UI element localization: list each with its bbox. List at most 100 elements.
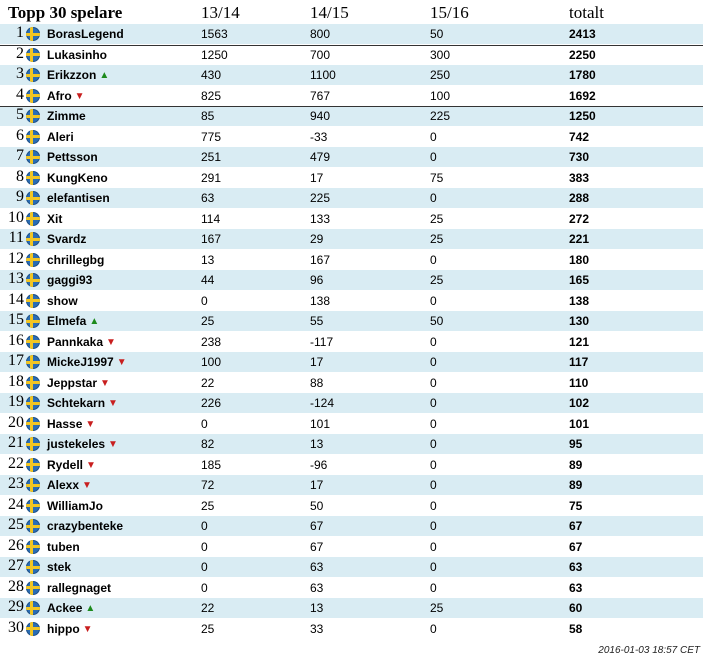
sweden-flag-icon (26, 539, 40, 554)
sweden-flag-icon (26, 129, 40, 144)
player-name-cell: justekeles ▼ (47, 437, 118, 452)
score-total: 272 (569, 211, 590, 226)
trend-down-icon: ▼ (116, 357, 127, 368)
player-name-cell: crazybenteke (47, 519, 123, 534)
player-name-cell: Elmefa ▲ (47, 314, 99, 329)
player-name-cell: Pettsson (47, 150, 98, 165)
score-1415: -33 (310, 129, 328, 144)
player-name: Erikzzon (47, 68, 97, 82)
score-1314: 291 (201, 170, 222, 185)
sweden-flag-icon (26, 314, 40, 328)
score-1415: 96 (310, 273, 324, 287)
score-total: 63 (569, 560, 583, 574)
score-1516: 225 (430, 109, 451, 123)
player-name-cell: Zimme (47, 109, 86, 124)
timestamp: 2016-01-03 18:57 CET (598, 645, 700, 656)
rank-number: 11 (8, 229, 24, 246)
rank-number: 23 (8, 475, 24, 492)
score-1516: 0 (430, 355, 437, 369)
score-1314: 82 (201, 437, 215, 451)
score-1516: 75 (430, 170, 444, 185)
sweden-flag-icon (26, 150, 40, 164)
score-total: 101 (569, 416, 590, 431)
score-1516: 0 (430, 334, 437, 349)
player-name-cell: rallegnaget (47, 581, 111, 596)
table-row: 11 Svardz 167 29 25 221 (0, 229, 703, 249)
sweden-flag-icon (26, 27, 40, 41)
player-name: Pettsson (47, 150, 98, 164)
sweden-flag-icon (26, 580, 40, 595)
player-name: rallegnaget (47, 580, 112, 595)
score-total: 58 (569, 621, 583, 636)
player-name-cell: Svardz (47, 232, 86, 247)
score-1415: 67 (310, 519, 324, 533)
table-row: 25 crazybenteke 0 67 0 67 (0, 516, 703, 536)
table-row: 26 tuben 0 67 0 67 (0, 537, 703, 557)
score-1314: 25 (201, 621, 215, 636)
rank-number: 21 (8, 434, 24, 451)
score-1516: 300 (430, 47, 451, 62)
table-row: 12 chrillegbg 13 167 0 180 (0, 250, 703, 270)
player-name: chrillegbg (47, 252, 105, 267)
sweden-flag-icon (26, 375, 40, 390)
sweden-flag-icon (26, 601, 40, 615)
score-1415: 700 (310, 47, 331, 62)
score-1314: 25 (201, 498, 215, 513)
score-1516: 0 (430, 539, 437, 554)
column-header-1415: 14/15 (310, 3, 349, 22)
player-name-cell: Alexx ▼ (47, 478, 92, 493)
score-1314: 0 (201, 560, 208, 574)
trend-up-icon: ▲ (85, 603, 96, 614)
sweden-flag-icon (26, 68, 40, 82)
rank-number: 19 (8, 393, 24, 410)
score-1415: 133 (310, 211, 331, 226)
table-row: 29 Ackee ▲ 22 13 25 60 (0, 598, 703, 618)
score-1415: 101 (310, 416, 331, 431)
score-1516: 0 (430, 396, 437, 410)
score-1415: 17 (310, 170, 324, 185)
sweden-flag-icon (26, 232, 40, 246)
score-1516: 0 (430, 129, 437, 144)
score-1516: 0 (430, 191, 437, 205)
table-row: 13 gaggi93 44 96 25 165 (0, 270, 703, 290)
player-name: Ackee (47, 601, 83, 615)
rank-number: 10 (8, 208, 24, 226)
score-1415: 13 (310, 601, 324, 615)
score-1314: 25 (201, 314, 215, 328)
score-total: 2250 (569, 47, 596, 62)
score-1314: 0 (201, 539, 208, 554)
rank-number: 9 (16, 188, 24, 205)
score-1415: 225 (310, 191, 331, 205)
rank-number: 15 (8, 311, 24, 328)
sweden-flag-icon (26, 334, 40, 349)
score-total: 89 (569, 457, 583, 472)
score-total: 1250 (569, 109, 596, 123)
score-1516: 25 (430, 211, 444, 226)
player-name: Jeppstar (47, 375, 98, 390)
rank-number: 27 (8, 557, 24, 574)
row-separator (0, 106, 703, 107)
score-1415: 167 (310, 252, 331, 267)
score-1516: 0 (430, 416, 437, 431)
score-1415: 50 (310, 498, 324, 513)
sweden-flag-icon (26, 457, 40, 472)
player-name: Pannkaka (47, 334, 104, 349)
score-total: 67 (569, 539, 583, 554)
player-name: Zimme (47, 109, 86, 123)
score-total: 130 (569, 314, 590, 328)
rank-number: 18 (8, 372, 24, 390)
table-row: 10 Xit 114 133 25 272 (0, 209, 703, 229)
score-1314: 72 (201, 478, 215, 492)
column-header-1516: 15/16 (430, 3, 469, 22)
table-row: 19 Schtekarn ▼ 226 -124 0 102 (0, 393, 703, 413)
trend-down-icon: ▼ (85, 418, 96, 430)
score-1516: 0 (430, 437, 437, 451)
score-1415: 55 (310, 314, 324, 328)
player-name-cell: hippo ▼ (47, 622, 93, 637)
rank-number: 7 (16, 147, 24, 164)
player-name: MickeJ1997 (47, 355, 114, 369)
table-row: 3 Erikzzon ▲ 430 1100 250 1780 (0, 65, 703, 85)
player-name: hippo (47, 621, 80, 636)
player-name: Schtekarn (47, 396, 106, 410)
score-total: 221 (569, 232, 590, 246)
